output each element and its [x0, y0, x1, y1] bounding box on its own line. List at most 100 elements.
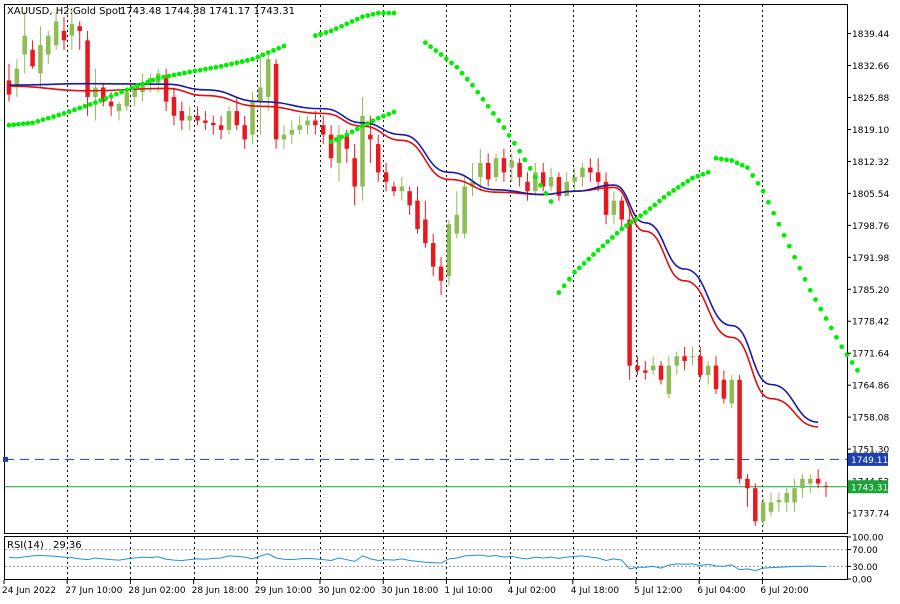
psar-dot [454, 64, 460, 70]
candle-body [603, 181, 609, 215]
candle-body [289, 129, 295, 135]
candle-body [595, 172, 601, 182]
bid-price-tag-bg [848, 480, 888, 494]
psar-dot [386, 10, 392, 16]
psar-dot [695, 173, 701, 179]
psar-dot [61, 111, 67, 116]
psar-dot [271, 48, 276, 53]
candle-body [368, 134, 373, 140]
psar-dot [428, 44, 433, 50]
candle-body [745, 478, 750, 489]
psar-dot [375, 115, 381, 121]
candle-body [352, 158, 357, 187]
price-tick-label: 1758.08 [852, 414, 889, 424]
psar-dot [161, 74, 166, 80]
psar-dot [532, 174, 538, 180]
candle-body [132, 89, 137, 97]
candle-body [611, 200, 617, 215]
psar-dot [561, 283, 567, 289]
psar-dot [77, 105, 83, 111]
price-tick-label: 1791.98 [852, 254, 889, 264]
price-tick-label: 1798.76 [852, 222, 889, 232]
candle-body [493, 158, 499, 178]
psar-dot [381, 10, 386, 16]
psar-dot [776, 221, 782, 227]
psar-dot [145, 79, 151, 85]
candle-body [281, 134, 287, 140]
psar-dot [491, 111, 496, 116]
psar-dot [771, 210, 777, 216]
candle-body [69, 23, 75, 36]
psar-dot [572, 269, 578, 275]
psar-dot [745, 165, 750, 171]
candle-body [258, 87, 263, 102]
psar-dot [386, 111, 392, 117]
psar-dot [166, 73, 172, 79]
psar-dot [538, 182, 543, 188]
price-axis: 1839.44 1832.66 1825.88 1819.10 1812.32 1805.… [847, 30, 889, 586]
psar-dot [16, 121, 21, 127]
candle-body [305, 120, 310, 126]
psar-dot [556, 290, 562, 295]
psar-dot [51, 114, 56, 119]
bid-price-tag: 1743.31 [848, 480, 888, 494]
psar-dot [213, 64, 219, 70]
time-tick-label: 28 Jun 02:00 [128, 586, 185, 596]
candle-body [195, 115, 200, 121]
psar-dot [391, 109, 397, 115]
candle-body [273, 63, 279, 140]
candle-body [265, 59, 271, 97]
psar-dot [470, 82, 475, 88]
candle-body [438, 266, 444, 281]
psar-dot [433, 48, 439, 53]
price-tick-label: 1839.44 [852, 30, 889, 40]
psar-dot [234, 60, 240, 66]
candle-body [760, 502, 766, 522]
psar-dot [619, 226, 625, 232]
psar-dot [218, 63, 224, 69]
rsi-tick-label: 30.00 [852, 563, 878, 573]
candle-body [517, 162, 522, 178]
blue-line-price-tag: 1749.11 [848, 452, 888, 466]
candle-body [375, 144, 381, 173]
psar-dot [35, 118, 41, 124]
price-tick-label: 1764.86 [852, 382, 889, 392]
chart-header-symbol: XAUUSD, H2: [7, 6, 73, 17]
price-tick-label: 1737.74 [852, 510, 889, 520]
psar-dot [750, 173, 756, 178]
psar-dot [312, 33, 318, 39]
candle-body [211, 122, 216, 126]
psar-dot [93, 100, 98, 105]
psar-dot [134, 83, 140, 89]
chart-header-ohlc: 1743.48 1744.38 1741.17 1743.31 [120, 6, 295, 17]
candle-body [336, 134, 342, 163]
psar-dot [566, 276, 572, 282]
psar-dot [839, 344, 845, 350]
psar-dot [155, 75, 161, 81]
candle-body [124, 92, 130, 107]
psar-dot [511, 140, 517, 146]
rsi-tick-label: 0.00 [852, 576, 872, 586]
psar-dot [734, 160, 740, 166]
psar-dot [323, 30, 329, 35]
psar-dot [818, 306, 824, 312]
candle-body [808, 478, 813, 484]
candle-body [53, 21, 59, 46]
psar-dot [797, 265, 803, 271]
psar-dot [638, 213, 644, 219]
rsi-indicator [5, 549, 847, 572]
candle-body [533, 172, 538, 192]
psar-dot [171, 72, 177, 78]
psar-dot [339, 23, 344, 29]
psar-dot [375, 10, 381, 16]
candle-body [619, 200, 624, 220]
psar-dot [360, 14, 365, 20]
candle-body [556, 177, 562, 196]
candle-body [297, 125, 302, 130]
candle-body [525, 181, 530, 192]
candle-body [682, 356, 687, 361]
psar-dot [609, 235, 615, 240]
psar-dot [349, 19, 355, 24]
psar-dot [675, 184, 681, 190]
psar-dot [647, 206, 653, 212]
